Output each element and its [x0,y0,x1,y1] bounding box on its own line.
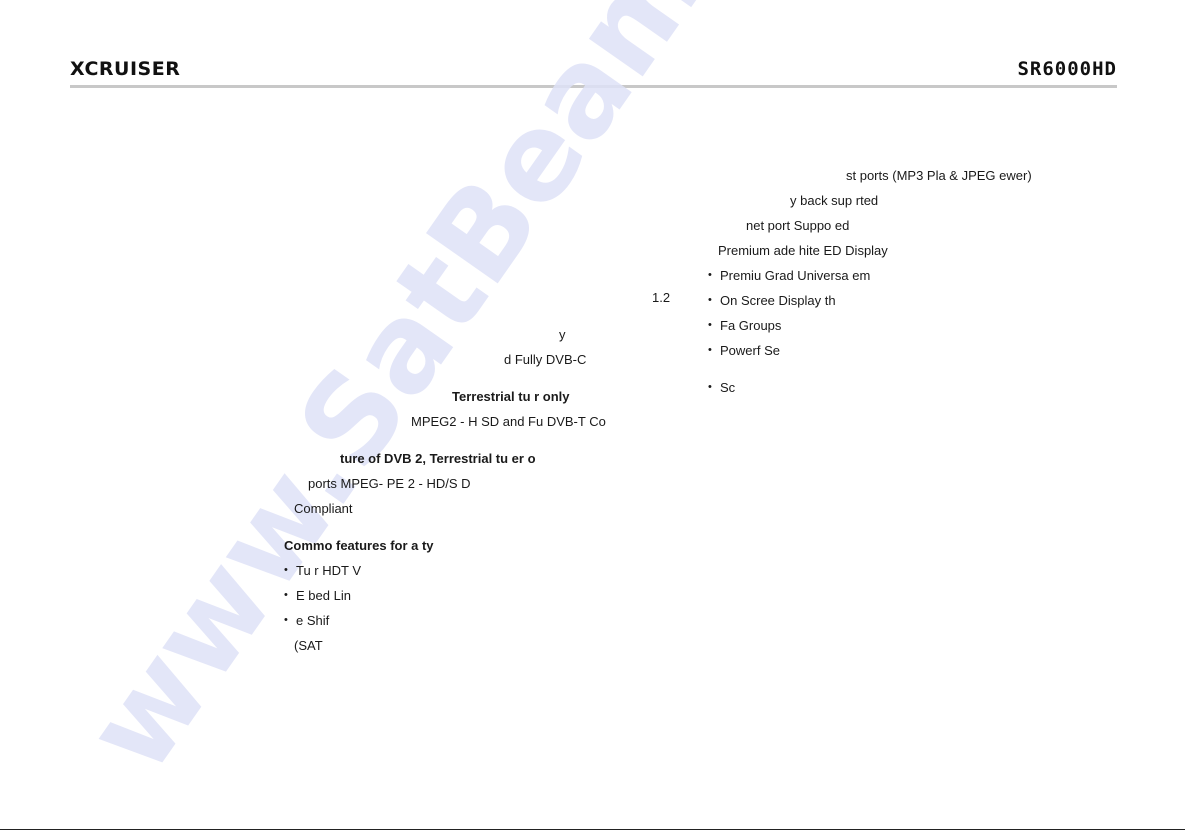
left-column: 1.2 y d Fully DVB-C Terrestrial tu r onl… [284,285,684,658]
feature-item: st ports (MP3 Pla & JPEG ewer) [846,168,1032,183]
right-column: st ports (MP3 Pla & JPEG ewer) y back su… [708,163,1088,400]
spec-line: 1.2 [652,290,671,305]
feature-item: Premium ade hite ED Display [718,243,888,258]
feature-item: net port Suppo ed [746,218,850,233]
feature-item: E bed Lin [284,583,684,608]
header-divider [70,85,1117,88]
feature-item: On Scree Display th [708,288,1088,313]
feature-item: Powerf Se [708,338,1088,363]
feature-item: Fa Groups [708,313,1088,338]
footer-divider [0,829,1185,830]
spec-line: y [559,327,566,342]
feature-item: Tu r HDT V [284,558,684,583]
feature-item: Sc [708,375,1088,400]
spec-line: Compliant [294,501,353,516]
section-heading: ture of DVB 2, Terrestrial tu er o [340,451,536,466]
spec-line: d Fully DVB-C [504,352,587,367]
spec-line: MPEG2 - H SD and Fu DVB-T Co [411,414,606,429]
feature-item: e Shif [284,608,684,633]
feature-item: Premiu Grad Universa em [708,263,1088,288]
common-features-heading: Commo features for a ty [284,538,434,553]
spec-line: ports MPEG- PE 2 - HD/S D [308,476,471,491]
brand-logo: XCRUISER [70,58,181,80]
section-heading: Terrestrial tu r only [452,389,570,404]
spec-line: (SAT [294,638,323,653]
model-name: SR6000HD [1017,58,1117,80]
feature-item: y back sup rted [790,193,879,208]
